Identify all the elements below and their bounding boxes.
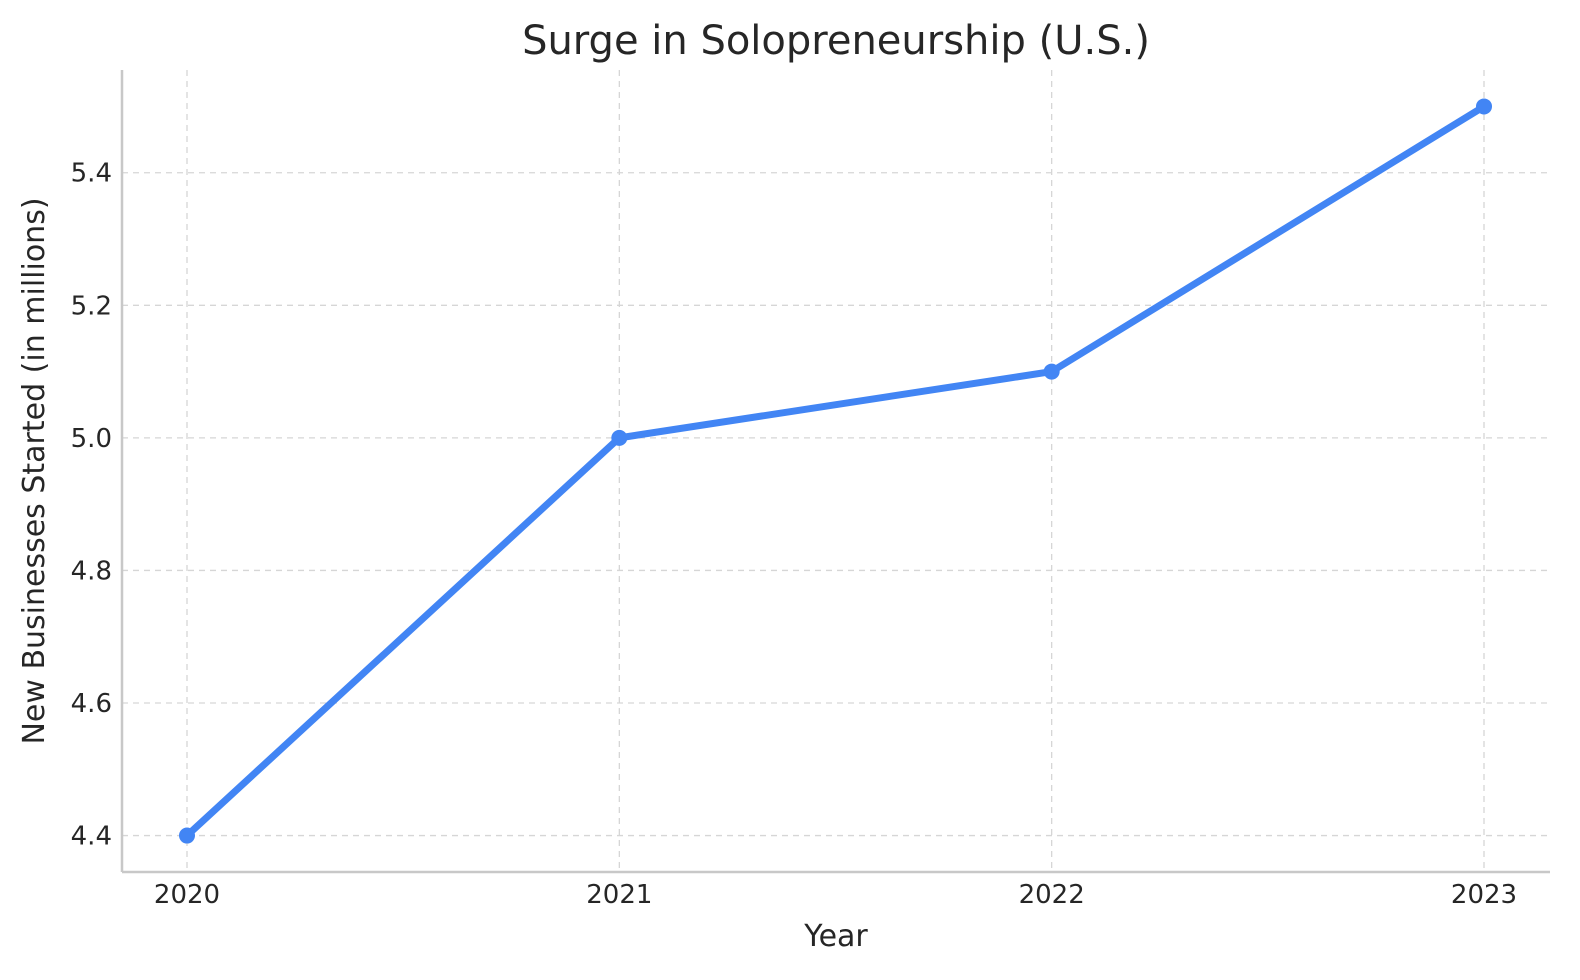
y-tick-label: 5.4: [71, 159, 112, 189]
y-tick-label: 4.8: [71, 556, 112, 586]
data-point: [611, 429, 628, 446]
data-point: [179, 827, 195, 844]
y-tick-label: 5.2: [71, 291, 112, 321]
x-tick-label: 2023: [1451, 880, 1517, 910]
chart-title: Surge in Solopreneurship (U.S.): [522, 18, 1150, 64]
y-tick-label: 5.0: [71, 424, 112, 454]
data-point: [1476, 98, 1492, 115]
x-tick-label: 2021: [586, 880, 652, 910]
x-axis-ticks: 2020 2021 2022 2023: [154, 880, 1517, 910]
x-tick-label: 2022: [1019, 880, 1085, 910]
series-line: [183, 102, 1488, 840]
x-tick-label: 2020: [154, 880, 220, 910]
y-axis-label: New Businesses Started (in millions): [17, 197, 52, 744]
data-point: [1043, 363, 1060, 380]
y-tick-label: 4.4: [71, 822, 112, 852]
grid: [122, 70, 1550, 872]
y-tick-label: 4.6: [71, 689, 112, 719]
axes-spines: [120, 70, 1550, 874]
y-axis-ticks: 4.4 4.6 4.8 5.0 5.2 5.4: [71, 159, 112, 852]
x-axis-label: Year: [803, 919, 868, 954]
series-group: [179, 98, 1492, 844]
